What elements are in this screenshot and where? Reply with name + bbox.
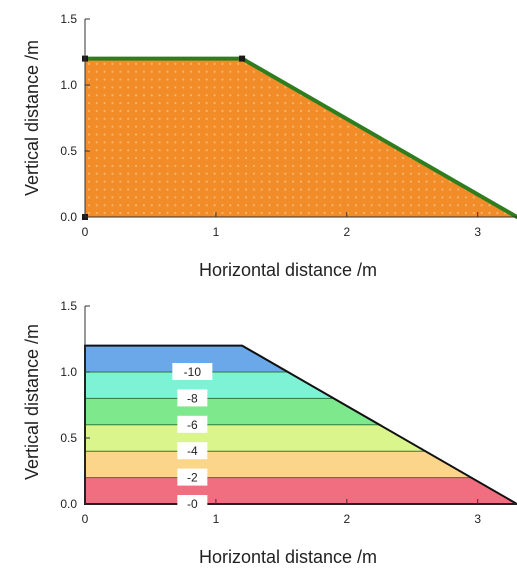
contour-label-box bbox=[177, 389, 208, 407]
contour-band bbox=[85, 398, 517, 425]
y-axis-title: Vertical distance /m bbox=[22, 40, 42, 196]
contour-label-box bbox=[177, 495, 208, 512]
contour-band bbox=[85, 372, 517, 399]
y-tick-label: 0.0 bbox=[60, 497, 77, 511]
x-tick-label: 3 bbox=[474, 512, 481, 526]
x-tick-label: 1 bbox=[213, 512, 220, 526]
tick-labels: 0 1 2 3 0.0 0.5 1.0 1.5 bbox=[60, 299, 481, 526]
x-tick-label: 1 bbox=[213, 225, 220, 239]
contour-band bbox=[85, 345, 517, 372]
y-tick-label: 1.5 bbox=[60, 12, 77, 26]
contour-band bbox=[85, 477, 517, 504]
mesh-geometry-chart: 0 1 2 30.00.51.01.5 Horizontal distance /m … bbox=[22, 12, 517, 280]
contour-band bbox=[85, 424, 517, 452]
x-axis-title: Horizontal distance /m bbox=[199, 547, 377, 567]
contour-label: -6 bbox=[187, 418, 198, 432]
x-tick-label: 2 bbox=[343, 512, 350, 526]
contour-label-box bbox=[177, 415, 208, 433]
mesh-nodes bbox=[85, 58, 517, 217]
corner-marker bbox=[239, 55, 246, 62]
y-tick-label: 1.5 bbox=[60, 299, 77, 313]
contour-labels: -10 -8 -6 -4 -2 -0 bbox=[172, 363, 213, 512]
y-tick-label: 0.0 bbox=[60, 210, 77, 224]
y-tick-label: 0.5 bbox=[60, 144, 77, 158]
y-tick-label: 1.0 bbox=[60, 78, 77, 92]
axes bbox=[84, 305, 517, 505]
contour-label: -0 bbox=[187, 497, 198, 511]
x-axis-title: Horizontal distance /m bbox=[199, 260, 377, 280]
boundary-segment bbox=[239, 55, 517, 220]
contour-label: -2 bbox=[187, 471, 198, 485]
contour-label-box bbox=[177, 442, 208, 460]
x-tick-label: 0 bbox=[82, 512, 89, 526]
contour-bands bbox=[85, 345, 517, 504]
x-tick-label: 3 bbox=[474, 225, 481, 239]
contour-label: -4 bbox=[187, 444, 198, 458]
y-tick-label: 0.5 bbox=[60, 431, 77, 445]
contour-chart: 0 1 2 3 0.0 0.5 1.0 1.5 -10 -8 -6 -4 -2 -0 Horizonta… bbox=[22, 299, 517, 567]
contour-label-box bbox=[177, 468, 208, 486]
plot-area bbox=[82, 55, 517, 220]
y-tick-label: 1.0 bbox=[60, 365, 77, 379]
x-tick-label: 2 bbox=[343, 225, 350, 239]
plot-area bbox=[84, 344, 517, 505]
y-axis-title: Vertical distance /m bbox=[22, 324, 42, 480]
x-tick-label: 0 bbox=[82, 225, 89, 239]
contour-label: -10 bbox=[184, 365, 202, 379]
contour-label-box bbox=[172, 363, 213, 380]
contour-band bbox=[85, 451, 517, 478]
tick-labels: 0 1 2 3 0.0 0.5 1.0 1.5 bbox=[60, 12, 481, 239]
axes bbox=[84, 18, 517, 218]
contour-label: -8 bbox=[187, 391, 198, 405]
